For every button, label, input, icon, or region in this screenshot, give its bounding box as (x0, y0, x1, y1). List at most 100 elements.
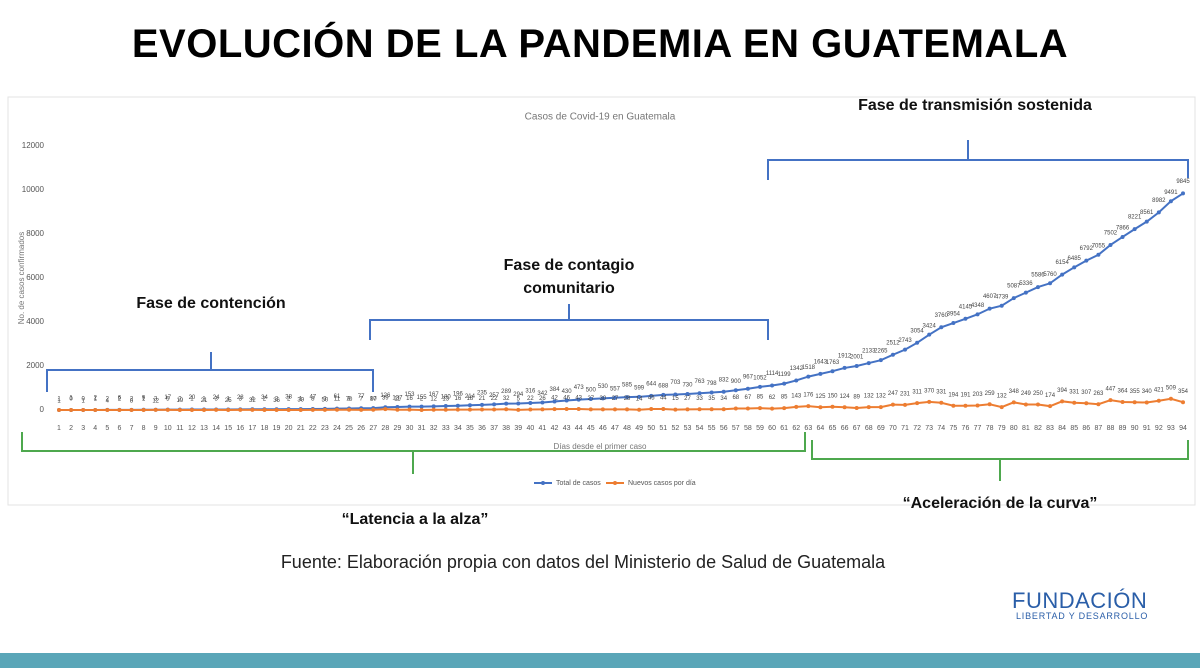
data-label: 28 (237, 395, 244, 401)
data-label: 2 (94, 396, 98, 402)
x-tick-label: 35 (466, 425, 474, 432)
data-label: 331 (936, 389, 947, 395)
x-tick-label: 45 (587, 425, 595, 432)
data-label: 3 (154, 397, 158, 403)
x-tick-label: 42 (551, 425, 559, 432)
data-label: 2133 (862, 349, 876, 355)
data-label: 900 (731, 379, 742, 385)
point (661, 392, 666, 397)
data-label: 500 (586, 388, 597, 394)
x-tick-label: 75 (949, 425, 957, 432)
data-label: 21 (201, 398, 208, 404)
data-label: 557 (610, 386, 621, 392)
data-label: 354 (1178, 389, 1189, 395)
point (480, 402, 485, 407)
point (540, 407, 545, 412)
point (697, 391, 702, 396)
point (890, 402, 895, 407)
point (1072, 400, 1077, 405)
data-label: 194 (948, 392, 959, 398)
x-tick-label: 90 (1131, 425, 1139, 432)
x-tick-label: 91 (1143, 425, 1151, 432)
x-tick-label: 68 (865, 425, 873, 432)
data-label: 17 (164, 395, 171, 401)
point (1168, 199, 1173, 204)
data-label: 137 (392, 396, 403, 402)
data-label: 5760 (1043, 272, 1057, 278)
point (576, 397, 581, 402)
data-label: 3 (239, 397, 243, 403)
point (878, 405, 883, 410)
y-axis-label: No. de casos confirmados (17, 232, 26, 325)
x-tick-label: 7 (130, 425, 134, 432)
x-tick-label: 50 (647, 425, 655, 432)
point (1156, 210, 1161, 215)
x-tick-label: 39 (514, 425, 522, 432)
data-label: 46 (563, 396, 570, 402)
point (359, 407, 364, 412)
data-label: 44 (660, 396, 667, 402)
data-label: 174 (1045, 393, 1056, 399)
data-label: 2743 (898, 338, 912, 344)
point (854, 363, 859, 368)
x-tick-label: 62 (792, 425, 800, 432)
y-tick-label: 6000 (26, 273, 44, 282)
data-label: 2 (130, 397, 134, 403)
data-label: 599 (634, 385, 645, 391)
data-label: 8 (311, 396, 315, 402)
point (794, 404, 799, 409)
data-label: 35 (708, 396, 715, 402)
point (975, 312, 980, 317)
point (165, 407, 170, 412)
point (1132, 227, 1137, 232)
data-label: 5336 (1019, 281, 1033, 287)
point (757, 406, 762, 411)
point (347, 407, 352, 412)
data-label: 39 (297, 398, 304, 404)
x-tick-label: 56 (720, 425, 728, 432)
annotation: “Latencia a la alza” (341, 511, 489, 528)
x-tick-label: 27 (369, 425, 377, 432)
data-label: 87 (370, 397, 377, 403)
data-label: 1643 (814, 359, 828, 365)
x-tick-label: 21 (297, 425, 305, 432)
x-tick-label: 18 (261, 425, 269, 432)
x-tick-label: 69 (877, 425, 885, 432)
data-label: 703 (670, 380, 681, 386)
data-label: 2265 (874, 349, 888, 355)
data-label: 763 (695, 379, 706, 385)
point (153, 407, 158, 412)
point (298, 407, 303, 412)
data-label: 21 (479, 396, 486, 402)
point (57, 407, 61, 412)
data-label: 7866 (1116, 226, 1130, 232)
y-tick-label: 12000 (22, 141, 45, 150)
point (286, 407, 291, 412)
point (322, 407, 327, 412)
point (927, 399, 932, 404)
data-label: 231 (900, 391, 911, 397)
bracket (767, 140, 1189, 180)
point (999, 303, 1004, 308)
point (890, 352, 895, 357)
data-label: 27 (587, 396, 594, 402)
point (455, 403, 460, 408)
x-tick-label: 94 (1179, 425, 1187, 432)
slide-title: EVOLUCIÓN DE LA PANDEMIA EN GUATEMALA (131, 22, 1069, 66)
point (999, 405, 1004, 410)
data-label: 9 (347, 396, 351, 402)
point (709, 407, 714, 412)
data-label: 5087 (1007, 284, 1021, 290)
x-tick-label: 52 (671, 425, 679, 432)
data-label: 421 (1154, 387, 1165, 393)
data-label: 132 (997, 394, 1008, 400)
footer-band (0, 653, 1200, 668)
point (782, 381, 787, 386)
data-label: 16 (454, 396, 461, 402)
point (721, 389, 726, 394)
point (93, 407, 98, 412)
bracket (46, 352, 374, 392)
point (927, 332, 932, 337)
point (516, 407, 521, 412)
